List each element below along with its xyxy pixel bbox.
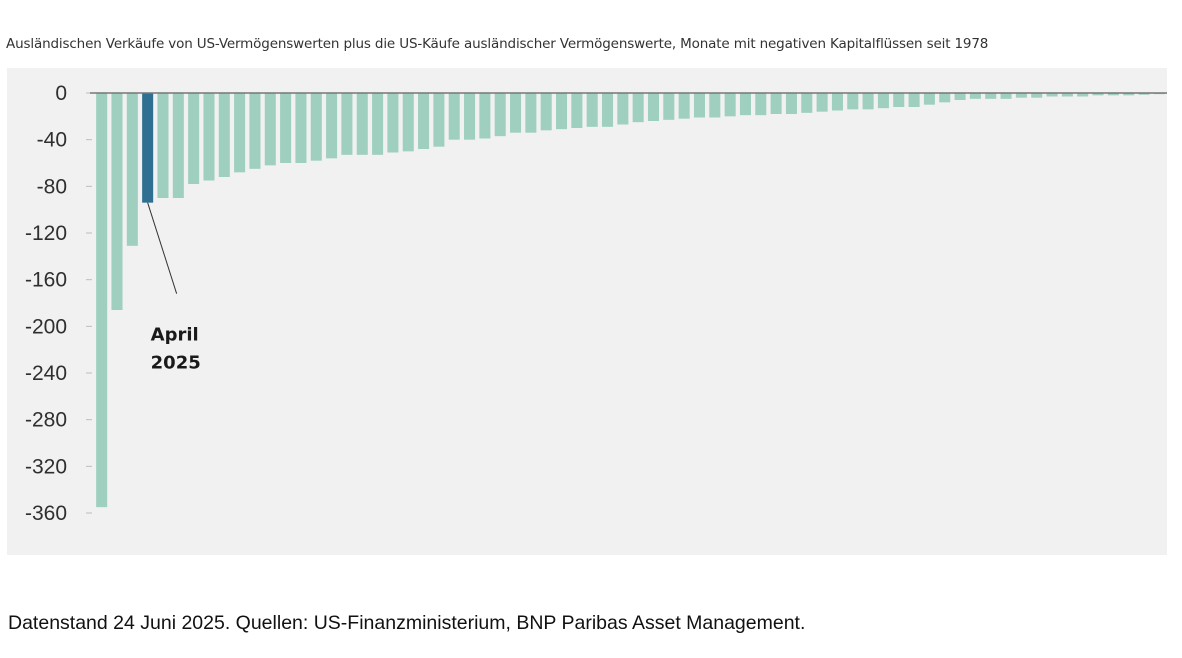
bar: [494, 93, 506, 137]
bar: [601, 93, 614, 127]
bar: [172, 93, 184, 198]
bar: [96, 93, 108, 508]
bar: [464, 93, 476, 140]
bar-highlight: [142, 93, 154, 203]
y-tick-label: -240: [25, 362, 67, 385]
annotation: April 2025: [147, 202, 201, 374]
bar: [111, 93, 123, 310]
bar: [1107, 93, 1119, 96]
plot-background: [7, 68, 1167, 555]
bar: [540, 93, 552, 131]
bar: [1000, 93, 1012, 99]
chart-subtitle: Ausländischen Verkäufe von US-Vermögensw…: [6, 36, 989, 52]
bar: [678, 93, 690, 119]
bar: [280, 93, 292, 163]
y-tick-label: -200: [25, 315, 67, 338]
source-footnote: Datenstand 24 Juni 2025. Quellen: US-Fin…: [8, 612, 806, 634]
bar: [234, 93, 246, 173]
bar: [188, 93, 200, 184]
bar: [356, 93, 368, 155]
bar: [310, 93, 322, 161]
bar: [387, 93, 399, 153]
bar: [1031, 93, 1043, 98]
bar: [402, 93, 414, 152]
bar: [693, 93, 705, 118]
y-tick-label: -160: [25, 269, 67, 292]
bar: [510, 93, 522, 133]
bar: [1138, 93, 1150, 95]
bar: [1015, 93, 1027, 98]
bar: [985, 93, 997, 99]
bar: [525, 93, 537, 133]
bar: [418, 93, 430, 149]
y-tick-label: -280: [25, 409, 67, 432]
y-axis: 0 -40 -80 -120 -160 -200 -240 -280 -320 -360: [25, 82, 92, 525]
bar: [923, 93, 935, 105]
annotation-label-line2: 2025: [151, 353, 201, 374]
bar: [663, 93, 675, 120]
y-tick-label: -320: [25, 455, 67, 478]
bar: [586, 93, 598, 127]
bar: [249, 93, 261, 169]
bar: [126, 93, 138, 246]
bar: [326, 93, 338, 159]
bar: [632, 93, 644, 123]
annotation-label-line1: April: [151, 325, 199, 346]
bar: [1046, 93, 1058, 97]
bar: [724, 93, 736, 117]
bar: [831, 93, 843, 111]
y-tick-label: 0: [55, 82, 67, 105]
bar: [372, 93, 384, 155]
bar: [908, 93, 920, 107]
y-tick-label: -120: [25, 222, 67, 245]
y-tick-label: -80: [37, 175, 67, 198]
bar: [801, 93, 813, 113]
bar: [647, 93, 660, 121]
bar: [203, 93, 215, 181]
bar: [816, 93, 828, 112]
bar: [264, 93, 276, 166]
bar: [341, 93, 353, 155]
bar: [1123, 93, 1135, 96]
bar: [571, 93, 583, 128]
bar: [1061, 93, 1073, 97]
bar: [556, 93, 568, 130]
bar: [939, 93, 951, 103]
bar: [969, 93, 981, 99]
bar: [739, 93, 751, 116]
bar: [770, 93, 782, 114]
bar: [617, 93, 629, 125]
bar: [448, 93, 460, 140]
bar: [893, 93, 905, 107]
y-tick-label: -40: [37, 129, 67, 152]
bar: [1077, 93, 1089, 97]
bar: [218, 93, 230, 177]
bar: [954, 93, 966, 100]
bar: [877, 93, 889, 109]
bar: [1092, 93, 1104, 96]
y-tick-label: -360: [25, 502, 67, 525]
bar: [433, 93, 445, 147]
annotation-leader-line: [147, 202, 178, 294]
bar: [479, 93, 491, 139]
bars: [96, 93, 1165, 508]
bar: [295, 93, 307, 163]
bar: [709, 93, 721, 118]
bar: [785, 93, 797, 114]
bar: [755, 93, 767, 116]
bar: [847, 93, 859, 110]
bar: [862, 93, 874, 110]
bar: [157, 93, 169, 198]
